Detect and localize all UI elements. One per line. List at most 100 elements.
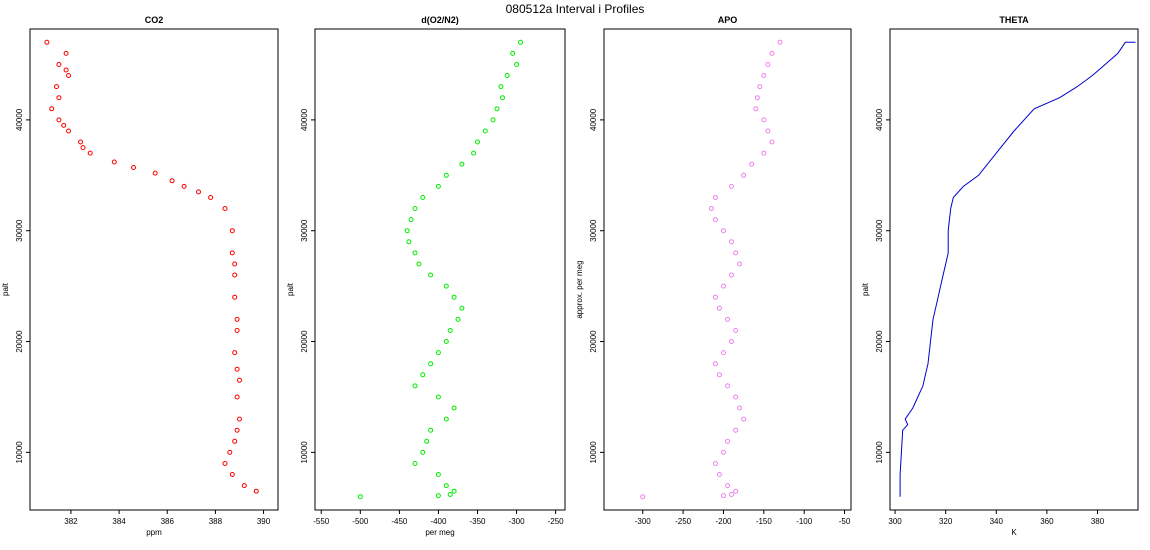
data-point [725,316,730,322]
data-point [152,170,158,176]
data-point [234,328,240,333]
data-point [443,416,449,422]
y-tick-label: 30000 [15,219,24,242]
data-point [63,50,69,56]
data-point [222,206,228,211]
data-point [729,239,734,245]
y-tick-label: 40000 [300,108,309,131]
x-tick-label: 300 [888,517,902,526]
data-point [459,161,465,167]
data-point [181,183,187,189]
y-tick-label: 20000 [15,330,24,353]
x-tick-label: -50 [839,517,851,526]
data-point [729,183,734,189]
data-point [357,494,363,500]
chart-title: THETA [999,15,1029,25]
data-point [725,383,730,389]
data-point [443,483,449,489]
data-point [435,350,441,356]
plot-frame [29,28,279,511]
data-point [56,62,62,67]
data-point [451,488,457,494]
x-tick-label: -150 [756,517,773,526]
y-tick-label: 20000 [300,330,309,353]
data-point [237,377,242,383]
y-tick-label: 10000 [875,441,884,464]
data-point [729,492,734,497]
y-tick-label: 10000 [15,441,24,464]
data-point [765,62,771,67]
data-point [80,145,86,151]
x-tick-label: 386 [161,517,175,526]
data-point [500,95,505,101]
y-axis-label: palt [861,282,870,296]
x-axis-label: K [1011,528,1017,537]
data-point [514,62,520,67]
data-point [712,217,718,223]
data-point [229,472,235,477]
data-point [733,394,739,400]
data-point [712,294,718,300]
x-tick-label: 340 [990,517,1004,526]
data-point [234,316,240,322]
data-point [733,250,739,256]
x-tick-label: 360 [1040,517,1054,526]
data-point [241,483,247,489]
y-tick-label: 30000 [300,219,309,242]
x-tick-label: -300 [509,517,526,526]
y-axis-label: palt [1,282,10,296]
data-point [753,106,759,112]
data-point [234,366,240,372]
y-tick-label: 20000 [875,330,884,353]
data-point [78,139,84,145]
data-point [232,350,238,356]
data-point [490,117,496,123]
x-tick-label: -200 [715,517,732,526]
data-point [708,206,714,211]
data-point [712,461,718,466]
data-point [741,172,747,178]
data-point [443,172,449,178]
data-point [498,84,504,90]
data-point [428,361,434,367]
data-point [412,206,418,211]
data-point [49,106,55,112]
data-point [435,493,441,499]
chart-title: APO [718,15,738,25]
data-point [66,73,71,78]
panel-0: CO2 382 384 386 388 390 10000 20000 30000 40000 pp… [1,15,279,537]
data-point [420,449,426,455]
data-point [169,178,175,184]
data-point [712,195,718,200]
plot-frame [889,28,1139,511]
panel-2: APO -300 -250 -200 -150 -100 -50 10000 20000 3000… [575,15,852,526]
data-point [420,195,426,200]
x-tick-label: 390 [257,517,271,526]
data-point [408,217,414,223]
x-tick-label: 384 [112,517,126,526]
data-point [234,394,240,400]
y-tick-label: 40000 [589,108,598,131]
y-tick-label: 30000 [875,219,884,242]
data-point [404,228,410,234]
data-point [428,427,434,433]
data-point [412,383,418,389]
data-point [451,294,457,300]
y-axis-label: palt [286,282,295,296]
x-tick-label: -300 [635,517,652,526]
data-point [447,492,453,497]
data-point [111,159,117,165]
data-point [761,117,767,123]
plot-frame [314,28,566,511]
data-point [44,39,50,45]
data-point [63,67,69,73]
data-point [435,472,441,477]
data-point [66,128,71,134]
data-point [721,283,726,289]
data-point [737,261,743,267]
data-point [229,250,235,256]
data-point [56,95,62,101]
x-tick-label: 320 [939,517,953,526]
data-point [416,261,422,267]
